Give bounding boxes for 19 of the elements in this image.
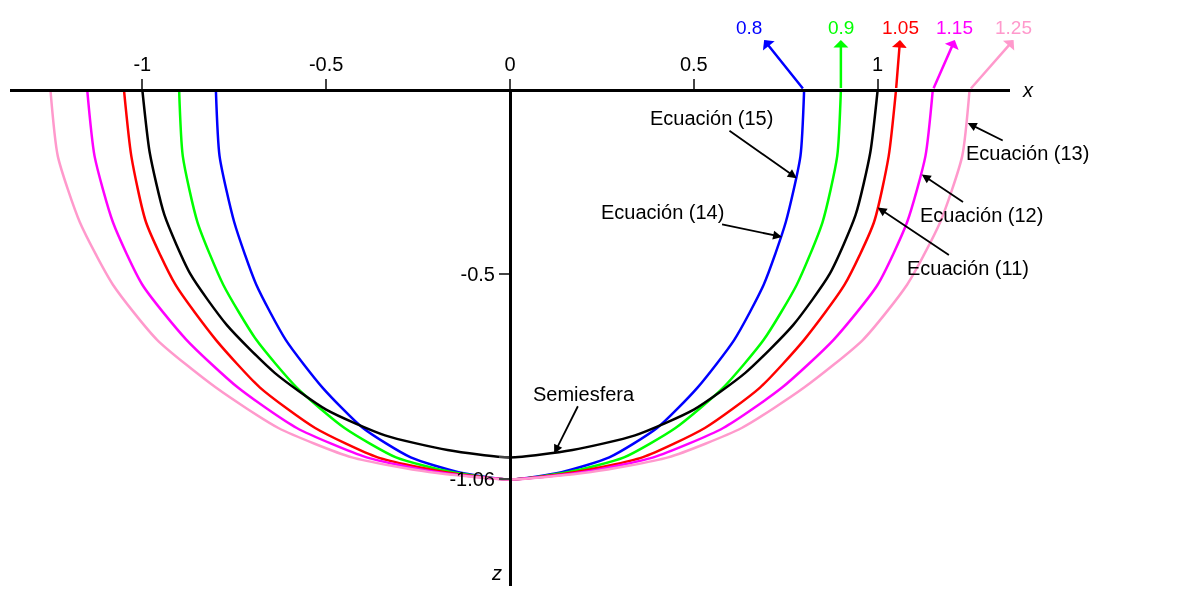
y-tick-label: -1.06 bbox=[449, 468, 495, 491]
x-axis-title: x bbox=[1022, 79, 1034, 101]
annotation: Ecuación (11) bbox=[907, 257, 1029, 279]
annotation: Semiesfera bbox=[533, 383, 636, 405]
annotation: Ecuación (13) bbox=[966, 142, 1090, 164]
annotation: Ecuación (15) bbox=[650, 107, 774, 129]
text: 0.9 bbox=[828, 17, 855, 38]
text: 1.05 bbox=[882, 17, 919, 38]
text: 1.15 bbox=[936, 17, 973, 38]
annotation: Ecuación (14) bbox=[601, 201, 725, 223]
x-tick-label: -1 bbox=[133, 53, 152, 75]
text: 0.8 bbox=[736, 17, 763, 38]
x-tick-label: 0.5 bbox=[679, 53, 708, 75]
x-tick-label: 1 bbox=[872, 53, 884, 75]
y-axis-title: z bbox=[491, 562, 502, 584]
annotation: Ecuación (12) bbox=[920, 204, 1044, 226]
x-tick-label: -0.5 bbox=[308, 53, 344, 75]
x-tick-label: 0 bbox=[504, 53, 516, 75]
text: 1.25 bbox=[995, 17, 1032, 38]
